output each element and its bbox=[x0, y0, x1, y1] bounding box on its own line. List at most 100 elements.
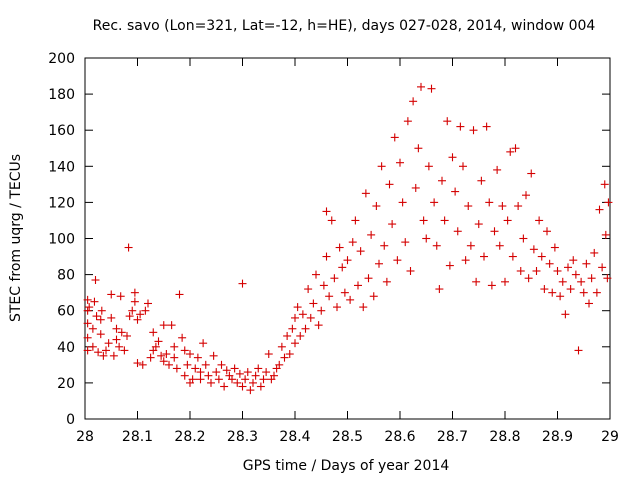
y-tick-label: 20 bbox=[57, 376, 75, 392]
data-point bbox=[511, 144, 520, 153]
data-point bbox=[94, 348, 103, 357]
data-point bbox=[443, 117, 452, 126]
data-point bbox=[514, 202, 523, 211]
data-point bbox=[207, 378, 215, 387]
chart-title: Rec. savo (Lon=321, Lat=-12, h=HE), days… bbox=[93, 18, 596, 34]
data-point bbox=[537, 252, 546, 261]
data-point bbox=[595, 205, 604, 214]
data-point bbox=[209, 351, 218, 360]
data-point bbox=[306, 313, 315, 322]
data-point bbox=[298, 310, 307, 319]
data-point bbox=[574, 346, 583, 355]
y-tick-label: 140 bbox=[48, 159, 75, 175]
data-point bbox=[183, 360, 192, 369]
data-point bbox=[469, 126, 478, 135]
data-point bbox=[251, 371, 260, 380]
data-point bbox=[314, 321, 323, 330]
data-point bbox=[382, 277, 391, 286]
data-point bbox=[309, 299, 318, 308]
data-point bbox=[409, 97, 418, 106]
data-point bbox=[88, 342, 97, 351]
data-point bbox=[167, 321, 176, 330]
data-point bbox=[97, 306, 106, 315]
data-point bbox=[243, 368, 252, 377]
data-point bbox=[424, 162, 433, 171]
data-point bbox=[501, 277, 509, 286]
data-point bbox=[438, 176, 446, 185]
data-point bbox=[390, 133, 399, 142]
data-point bbox=[406, 266, 415, 275]
data-point bbox=[333, 303, 341, 312]
data-point bbox=[144, 299, 152, 308]
x-tick-label: 28.8 bbox=[489, 429, 520, 445]
data-point bbox=[117, 328, 126, 337]
data-point bbox=[264, 350, 273, 359]
data-point bbox=[485, 198, 494, 207]
data-point bbox=[598, 263, 607, 272]
data-point bbox=[159, 357, 168, 366]
data-point bbox=[130, 288, 139, 297]
data-point bbox=[361, 189, 370, 198]
data-point bbox=[238, 382, 247, 391]
data-point bbox=[398, 198, 407, 207]
data-point bbox=[85, 303, 94, 312]
data-point bbox=[151, 342, 160, 351]
axis-ticks: 0 20 40 60 80 100 120 140 160 180 200 28 28.1 28.2 28.… bbox=[48, 51, 619, 445]
data-point bbox=[422, 234, 431, 243]
x-tick-label: 28 bbox=[76, 429, 94, 445]
data-point bbox=[116, 292, 125, 301]
data-point bbox=[411, 183, 420, 192]
data-point bbox=[204, 371, 213, 380]
data-point bbox=[524, 274, 533, 283]
data-point bbox=[338, 263, 347, 272]
data-point bbox=[283, 331, 292, 340]
data-point bbox=[88, 324, 97, 333]
data-point bbox=[466, 241, 475, 250]
x-tick-label: 28.3 bbox=[227, 429, 258, 445]
data-point bbox=[482, 122, 491, 131]
y-axis-label: STEC from uqrg / TECUs bbox=[8, 154, 24, 322]
data-point bbox=[493, 165, 502, 174]
data-point bbox=[83, 319, 92, 328]
data-point bbox=[498, 202, 507, 211]
data-point bbox=[325, 292, 334, 301]
data-point bbox=[427, 84, 436, 93]
x-tick-label: 28.7 bbox=[437, 429, 468, 445]
data-point bbox=[246, 386, 255, 395]
data-point bbox=[319, 281, 328, 290]
data-point bbox=[566, 285, 575, 294]
data-point bbox=[222, 366, 231, 375]
x-axis-label: GPS time / Days of year 2014 bbox=[243, 458, 450, 474]
data-point bbox=[212, 368, 221, 377]
data-point bbox=[459, 162, 467, 171]
data-point bbox=[540, 285, 549, 294]
data-point bbox=[401, 238, 410, 247]
data-point bbox=[529, 245, 538, 254]
data-point bbox=[102, 346, 110, 355]
data-point bbox=[414, 144, 423, 153]
data-point bbox=[196, 368, 205, 377]
data-point bbox=[396, 158, 404, 167]
data-point bbox=[445, 261, 454, 270]
data-point bbox=[178, 333, 187, 342]
data-point bbox=[165, 360, 173, 369]
data-point bbox=[125, 312, 134, 321]
data-point bbox=[553, 266, 562, 275]
data-point bbox=[569, 256, 578, 265]
data-point bbox=[432, 241, 441, 250]
data-point bbox=[83, 346, 92, 355]
data-point bbox=[393, 256, 402, 265]
data-point bbox=[545, 259, 554, 268]
data-point bbox=[590, 248, 599, 257]
data-point bbox=[130, 297, 139, 306]
data-point bbox=[346, 295, 355, 304]
data-point bbox=[280, 353, 289, 362]
data-point bbox=[304, 285, 313, 294]
data-point bbox=[288, 324, 297, 333]
y-tick-label: 80 bbox=[57, 268, 75, 284]
data-point bbox=[480, 252, 488, 261]
data-point bbox=[120, 346, 129, 355]
data-point bbox=[322, 252, 331, 261]
data-point bbox=[592, 288, 601, 297]
